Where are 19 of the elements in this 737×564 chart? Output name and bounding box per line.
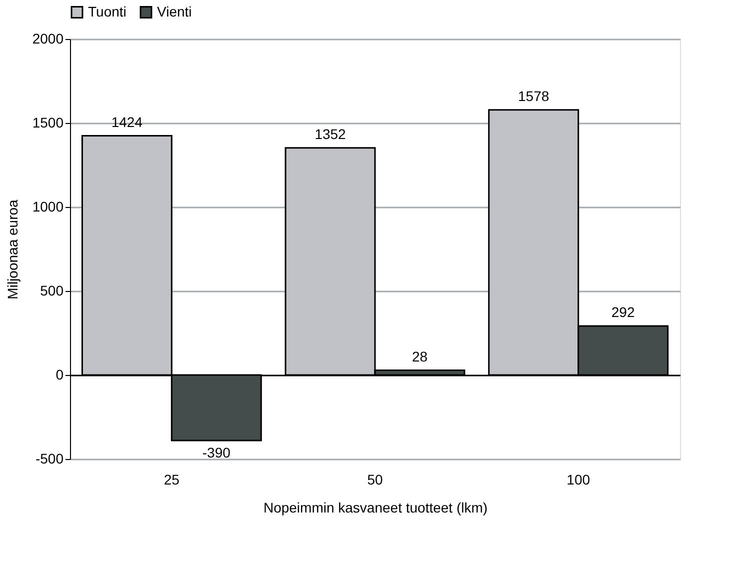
y-tick-label: 1500	[32, 114, 64, 130]
x-axis-title: Nopeimmin kasvaneet tuotteet (lkm)	[263, 500, 488, 516]
data-label: 1352	[314, 126, 346, 142]
data-label: 1424	[111, 114, 143, 130]
y-tick-label: 500	[40, 282, 64, 298]
data-label: 292	[611, 304, 635, 320]
y-tick-label: -500	[35, 450, 64, 466]
y-tick-label: 1000	[32, 198, 64, 214]
x-tick-label: 50	[367, 472, 383, 488]
data-label: 1578	[518, 88, 550, 104]
y-tick-label: 0	[56, 366, 64, 382]
x-tick-label: 25	[164, 472, 180, 488]
data-label: -390	[202, 444, 231, 461]
x-tick-label: 100	[566, 472, 590, 488]
legend-label: Vienti	[157, 3, 192, 20]
y-tick-label: 2000	[32, 30, 64, 46]
data-label: 28	[412, 348, 428, 364]
y-axis-title: Miljoonaa euroa	[4, 199, 20, 300]
legend-label: Tuonti	[88, 3, 126, 20]
